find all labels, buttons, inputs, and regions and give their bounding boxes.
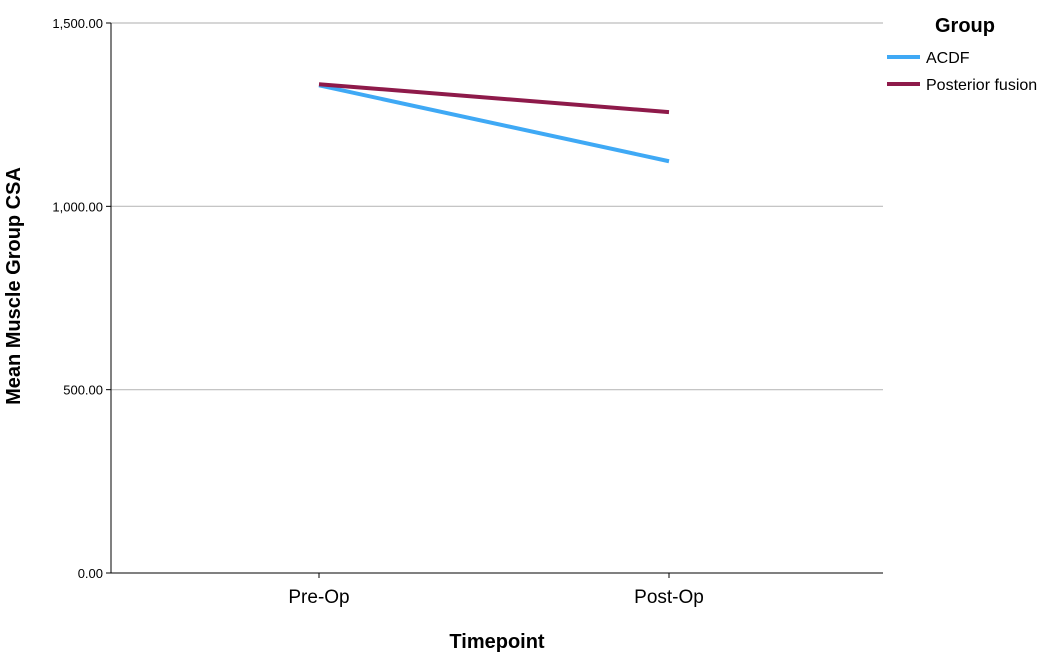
y-tick-label: 1,500.00	[52, 16, 103, 31]
legend-items: ACDF Posterior fusion	[887, 50, 1037, 94]
x-tick-label: Post-Op	[634, 587, 704, 608]
x-tick-label: Pre-Op	[288, 587, 349, 608]
series-line	[318, 83, 670, 164]
y-tick-label: 500.00	[63, 383, 103, 398]
series-lines	[318, 82, 670, 164]
legend-title: Group	[935, 15, 995, 37]
legend-label: ACDF	[926, 50, 970, 67]
y-axis-title: Mean Muscle Group CSA	[3, 167, 25, 405]
gridlines	[111, 22, 883, 391]
y-tick-label: 0.00	[78, 566, 103, 581]
axes	[110, 23, 883, 574]
legend-label: Posterior fusion	[926, 77, 1037, 94]
x-axis-title: Timepoint	[449, 631, 545, 653]
y-tick-labels: 0.00 500.00 1,000.00 1,500.00	[52, 16, 111, 581]
legend: Group ACDF Posterior fusion	[887, 15, 1037, 94]
x-tick-labels: Pre-Op Post-Op	[288, 573, 704, 608]
series-line	[318, 82, 670, 115]
y-tick-label: 1,000.00	[52, 199, 103, 214]
